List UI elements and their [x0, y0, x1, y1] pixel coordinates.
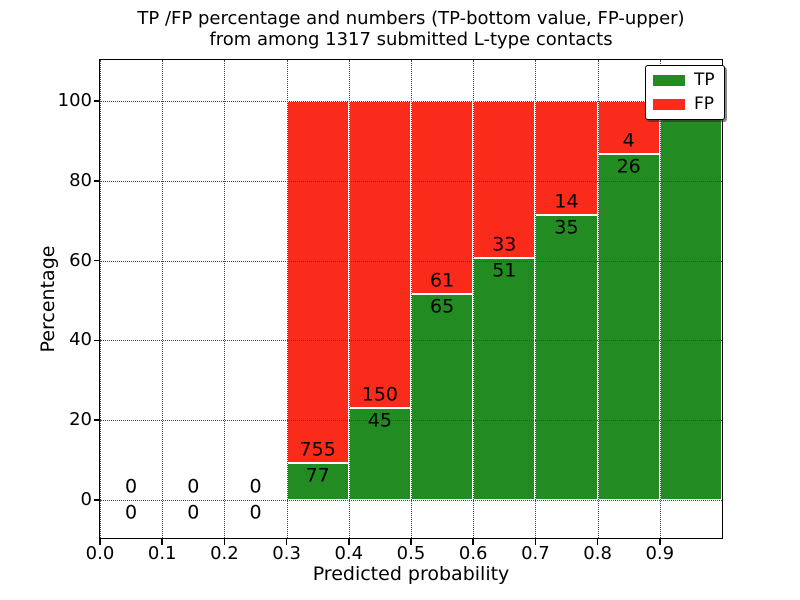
chart-title: TP /FP percentage and numbers (TP-bottom…	[100, 8, 722, 50]
x-axis-label: Predicted probability	[312, 563, 510, 585]
x-tick-label: 0.4	[334, 543, 364, 564]
x-gridline	[535, 60, 537, 538]
x-tick-mark	[348, 539, 350, 545]
bar-segment-tp	[597, 154, 660, 500]
y-tick-mark	[94, 419, 100, 421]
fp-count-label: 150	[361, 383, 399, 406]
legend-label: TP	[694, 70, 715, 90]
x-tick-label: 0.2	[210, 543, 239, 564]
tp-count-label: 45	[367, 409, 392, 432]
y-tick-mark	[94, 499, 100, 501]
bar-segment-tp	[348, 407, 411, 500]
x-gridline	[286, 60, 288, 538]
x-tick-label: 0.0	[85, 543, 115, 564]
bar-segment-tp	[535, 214, 598, 500]
x-tick-label: 0.9	[645, 543, 675, 564]
tp-count-label: 65	[430, 295, 455, 318]
y-tick-label: 40	[69, 329, 92, 351]
y-tick-mark	[94, 339, 100, 342]
tp-count-label: 0	[187, 501, 200, 524]
x-gridline	[473, 60, 475, 538]
y-tick-label: 20	[69, 409, 92, 431]
x-gridline	[100, 60, 101, 538]
x-tick-mark	[659, 539, 661, 545]
x-tick-mark	[99, 539, 101, 545]
x-tick-label: 0.3	[272, 543, 301, 564]
x-tick-label: 0.8	[583, 543, 612, 564]
bar-segment-tp	[659, 101, 722, 500]
fp-count-label: 0	[125, 475, 138, 498]
bar-segment-fp	[286, 101, 349, 464]
bar-segment-fp	[411, 101, 474, 295]
y-tick-label: 80	[69, 169, 92, 191]
legend: TP FP	[645, 65, 725, 120]
x-tick-mark	[285, 539, 288, 545]
fp-count-label: 755	[299, 438, 336, 461]
chart-title-line1: TP /FP percentage and numbers (TP-bottom…	[137, 8, 685, 29]
y-tick-label: 60	[69, 249, 92, 271]
legend-entry-fp: FP	[653, 96, 715, 113]
bar-segment-tp	[473, 257, 536, 500]
bar-segment-fp	[473, 101, 536, 258]
x-tick-mark	[223, 539, 226, 545]
y-tick-mark	[94, 259, 100, 262]
y-gridline	[100, 500, 722, 501]
x-tick-label: 0.5	[396, 543, 426, 564]
tp-count-label: 35	[554, 216, 579, 239]
x-gridline	[224, 60, 226, 538]
x-gridline	[162, 60, 164, 538]
x-tick-label: 0.7	[521, 543, 550, 564]
x-tick-mark	[534, 539, 537, 545]
fp-count-label: 33	[492, 233, 517, 256]
plot-area: 000000755771504561653351143542601	[99, 59, 723, 539]
legend-entry-tp: TP	[653, 72, 715, 89]
x-gridline	[348, 60, 350, 538]
y-gridline	[100, 180, 722, 182]
y-tick-mark	[94, 100, 100, 102]
y-gridline	[100, 420, 722, 422]
x-tick-mark	[596, 539, 599, 545]
x-tick-label: 0.6	[458, 543, 488, 564]
chart-title-line2: from among 1317 submitted L-type contact…	[209, 29, 613, 50]
bar-segment-tp	[411, 294, 474, 500]
y-tick-label: 100	[57, 90, 92, 111]
fp-count-label: 4	[622, 129, 635, 152]
tp-count-label: 26	[616, 155, 641, 178]
fp-count-label: 0	[187, 475, 200, 498]
tp-count-label: 0	[249, 501, 262, 524]
x-tick-mark	[161, 539, 163, 545]
tp-count-label: 77	[305, 464, 330, 487]
x-gridline	[597, 60, 599, 538]
x-tick-label: 0.1	[147, 543, 177, 564]
x-gridline	[411, 60, 412, 538]
fp-count-label: 0	[249, 475, 262, 498]
y-gridline	[100, 101, 722, 102]
y-gridline	[100, 340, 722, 342]
y-tick-mark	[94, 180, 100, 182]
tp-color-swatch	[653, 75, 685, 86]
y-gridline	[100, 260, 722, 262]
fp-count-label: 61	[430, 269, 455, 292]
tp-count-label: 0	[125, 501, 138, 524]
x-tick-mark	[410, 539, 412, 545]
bar-segment-fp	[348, 101, 411, 408]
y-tick-label: 0	[80, 489, 92, 510]
tp-count-label: 51	[492, 259, 517, 282]
x-gridline	[659, 60, 661, 538]
legend-label: FP	[694, 94, 715, 114]
x-tick-mark	[472, 539, 474, 545]
fp-count-label: 14	[554, 190, 579, 213]
fp-color-swatch	[653, 99, 685, 110]
